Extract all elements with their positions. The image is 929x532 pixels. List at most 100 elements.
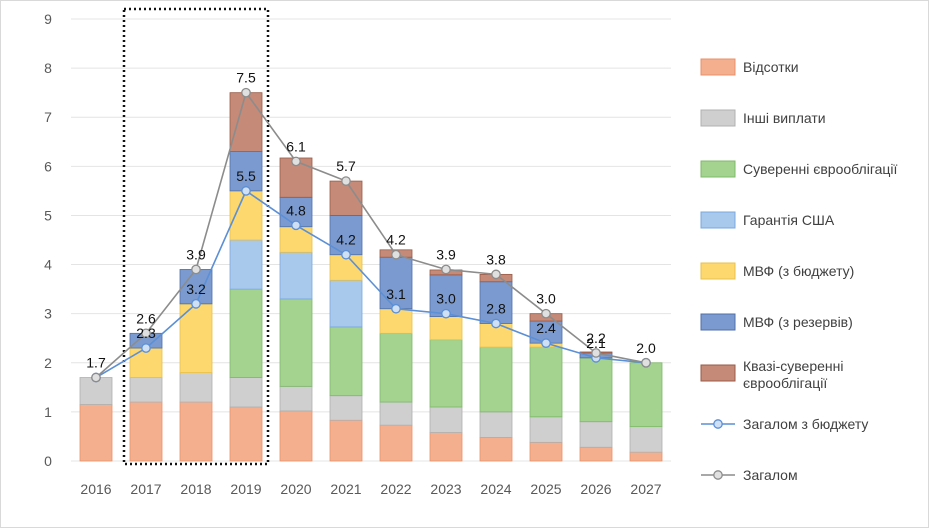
legend-label-kvazi: Квазі-суверенні єврооблігації: [743, 358, 843, 391]
data-label-budget_total: 3.1: [386, 286, 406, 302]
data-label-budget_total: 2.8: [486, 300, 506, 316]
series-lines: [92, 88, 650, 381]
data-label-budget_total: 3.0: [436, 291, 456, 307]
legend-label-inshi: Інші виплати: [743, 110, 826, 126]
legend-swatch-kvazi: [701, 365, 735, 381]
x-tick-label: 2021: [330, 481, 361, 497]
bar-segment-suverenni: [330, 327, 362, 396]
legend-label-line: єврооблігації: [743, 375, 827, 391]
data-label-total: 3.9: [436, 246, 456, 262]
x-tick-label: 2023: [430, 481, 461, 497]
bar-segment-mvf_budget: [280, 227, 312, 253]
data-label-budget_total: 4.8: [286, 202, 306, 218]
point-budget_total: [492, 319, 500, 327]
bar-segment-inshi: [380, 402, 412, 425]
bar-segment-vidsotky: [380, 425, 412, 461]
data-label-total: 2.6: [136, 310, 156, 326]
x-tick-label: 2027: [630, 481, 661, 497]
data-label-total: 5.7: [336, 158, 356, 174]
y-tick-label: 2: [44, 355, 52, 371]
bar-segment-vidsotky: [530, 442, 562, 461]
point-budget_total: [242, 187, 250, 195]
legend-swatch-inshi: [701, 110, 735, 126]
legend-label-suverenni: Суверенні єврооблігації: [743, 161, 898, 177]
point-total: [492, 270, 500, 278]
x-tick-label: 2020: [280, 481, 311, 497]
bar-segment-suverenni: [280, 299, 312, 386]
bar-segment-inshi: [180, 373, 212, 402]
point-budget_total: [342, 251, 350, 259]
data-label-total: 2.2: [586, 330, 606, 346]
legend-label-total: Загалом: [743, 467, 798, 483]
data-label-budget_total: 5.5: [236, 168, 256, 184]
data-label-budget_total: 2.4: [536, 320, 556, 336]
bar-segment-suverenni: [480, 347, 512, 412]
data-label-budget_total: 2.3: [136, 325, 156, 341]
bar-segment-inshi: [430, 407, 462, 433]
legend-marker-budget_total: [714, 420, 722, 428]
legend-label-mvf_budget: МВФ (з бюджету): [743, 263, 854, 279]
point-budget_total: [542, 339, 550, 347]
data-label-total: 2.0: [636, 340, 656, 356]
data-label-total: 7.5: [236, 70, 256, 86]
legend-swatch-suverenni: [701, 161, 735, 177]
stacked-bar-chart: 0123456789 2.33.25.54.84.23.1 3.02.82.42.…: [1, 1, 928, 527]
y-tick-label: 8: [44, 60, 52, 76]
bar-segment-vidsotky: [430, 433, 462, 461]
legend-label-garantiya: Гарантія США: [743, 212, 835, 228]
bar-segment-vidsotky: [180, 402, 212, 461]
point-total: [292, 157, 300, 165]
point-total: [392, 251, 400, 259]
bar-segment-inshi: [330, 396, 362, 421]
y-tick-label: 5: [44, 207, 52, 223]
legend-label-mvf_reserve: МВФ (з резервів): [743, 314, 853, 330]
y-tick-label: 7: [44, 109, 52, 125]
bar-segment-mvf_budget: [430, 317, 462, 340]
x-tick-label: 2022: [380, 481, 411, 497]
point-budget_total: [142, 344, 150, 352]
bar-segment-inshi: [230, 378, 262, 407]
x-tick-label: 2019: [230, 481, 261, 497]
legend-swatch-mvf_reserve: [701, 314, 735, 330]
bar-segment-suverenni: [580, 358, 612, 422]
bar-segment-vidsotky: [80, 405, 112, 461]
point-total: [542, 309, 550, 317]
x-tick-label: 2026: [580, 481, 611, 497]
point-total: [342, 177, 350, 185]
bar-segment-suverenni: [530, 347, 562, 417]
bar-segment-suverenni: [430, 340, 462, 407]
legend-swatch-mvf_budget: [701, 263, 735, 279]
point-budget_total: [192, 300, 200, 308]
data-label-total: 6.1: [286, 138, 306, 154]
bar-segment-vidsotky: [330, 420, 362, 461]
legend-label-line: Квазі-суверенні: [743, 358, 843, 374]
bar-segment-vidsotky: [280, 411, 312, 461]
x-tick-label: 2024: [480, 481, 511, 497]
bar-segment-garantiya: [330, 280, 362, 327]
data-label-budget_total: 3.2: [186, 281, 206, 297]
point-total: [92, 373, 100, 381]
bar-segment-suverenni: [380, 333, 412, 402]
y-tick-label: 6: [44, 158, 52, 174]
point-total: [442, 265, 450, 273]
point-budget_total: [442, 309, 450, 317]
bar-segment-kvazi: [230, 93, 262, 152]
legend-swatch-garantiya: [701, 212, 735, 228]
bar-segment-garantiya: [280, 252, 312, 299]
bar-segment-inshi: [530, 417, 562, 443]
legend-label-budget_total: Загалом з бюджету: [743, 416, 868, 432]
y-tick-label: 1: [44, 404, 52, 420]
line-total: [96, 93, 646, 378]
bar-segment-vidsotky: [580, 447, 612, 461]
x-axis: 2016 2017 2018 2019 2020 2021 2022 2023 2024 2025…: [80, 481, 661, 497]
x-tick-label: 2017: [130, 481, 161, 497]
bar-segment-garantiya: [230, 240, 262, 289]
bars: [80, 93, 662, 461]
bar-segment-suverenni: [630, 363, 662, 427]
data-label-total: 4.2: [386, 232, 406, 248]
point-total: [642, 359, 650, 367]
y-tick-label: 4: [44, 257, 52, 273]
bar-segment-inshi: [580, 422, 612, 448]
bar-segment-vidsotky: [230, 407, 262, 461]
point-total: [242, 88, 250, 96]
